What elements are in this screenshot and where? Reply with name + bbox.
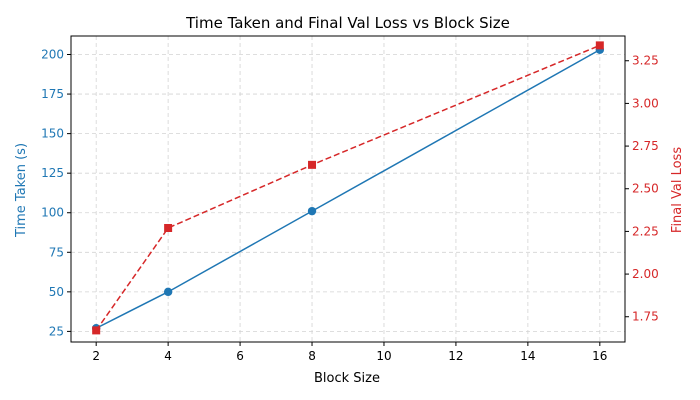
x-tick-label: 6 [236, 349, 244, 363]
x-tick-label: 4 [164, 349, 172, 363]
y-right-tick-label: 2.25 [632, 224, 659, 238]
series-right-point [308, 160, 317, 169]
y-left-tick-label: 50 [49, 285, 64, 299]
x-tick-label: 10 [376, 349, 391, 363]
y-left-tick-label: 150 [41, 127, 64, 141]
y-left-tick-label: 75 [49, 245, 64, 259]
series-right-point [92, 326, 101, 335]
y-left-tick-label: 125 [41, 166, 64, 180]
y-right-tick-label: 2.00 [632, 267, 659, 281]
grid [71, 36, 625, 342]
x-tick-label: 2 [92, 349, 100, 363]
y-right-tick-label: 2.50 [632, 182, 659, 196]
x-tick-label: 12 [448, 349, 463, 363]
x-axis-title: Block Size [314, 371, 380, 386]
y-left-tick-label: 100 [41, 206, 64, 220]
y-right-tick-label: 2.75 [632, 139, 659, 153]
series-layer [91, 41, 605, 335]
x-tick-label: 16 [592, 349, 607, 363]
x-tick-label: 14 [520, 349, 535, 363]
x-tick-label: 8 [308, 349, 316, 363]
y-left-tick-label: 175 [41, 87, 64, 101]
y-left-tick-label: 25 [49, 324, 64, 338]
series-left-line [95, 49, 601, 329]
x-axis: 2 4 6 8 10 12 14 16 [92, 342, 607, 363]
y-axis-left-title: Time Taken (s) [14, 143, 29, 238]
y-right-tick-label: 1.75 [632, 310, 659, 324]
chart-title: Time Taken and Final Val Loss vs Block S… [185, 14, 510, 32]
series-right-point [164, 223, 173, 232]
series-right-line [95, 44, 601, 331]
series-left-point [163, 287, 173, 297]
y-axis-right-title: Final Val Loss [670, 147, 685, 233]
series-right-point [595, 41, 604, 50]
series-left-point [307, 206, 317, 216]
y-axis-right: 1.75 2.00 2.25 2.50 2.75 3.00 3.25 [625, 54, 659, 324]
y-right-tick-label: 3.00 [632, 96, 659, 110]
y-left-tick-label: 200 [41, 48, 64, 62]
y-right-tick-label: 3.25 [632, 54, 659, 68]
y-axis-left: 25 50 75 100 125 150 175 200 [41, 48, 71, 338]
